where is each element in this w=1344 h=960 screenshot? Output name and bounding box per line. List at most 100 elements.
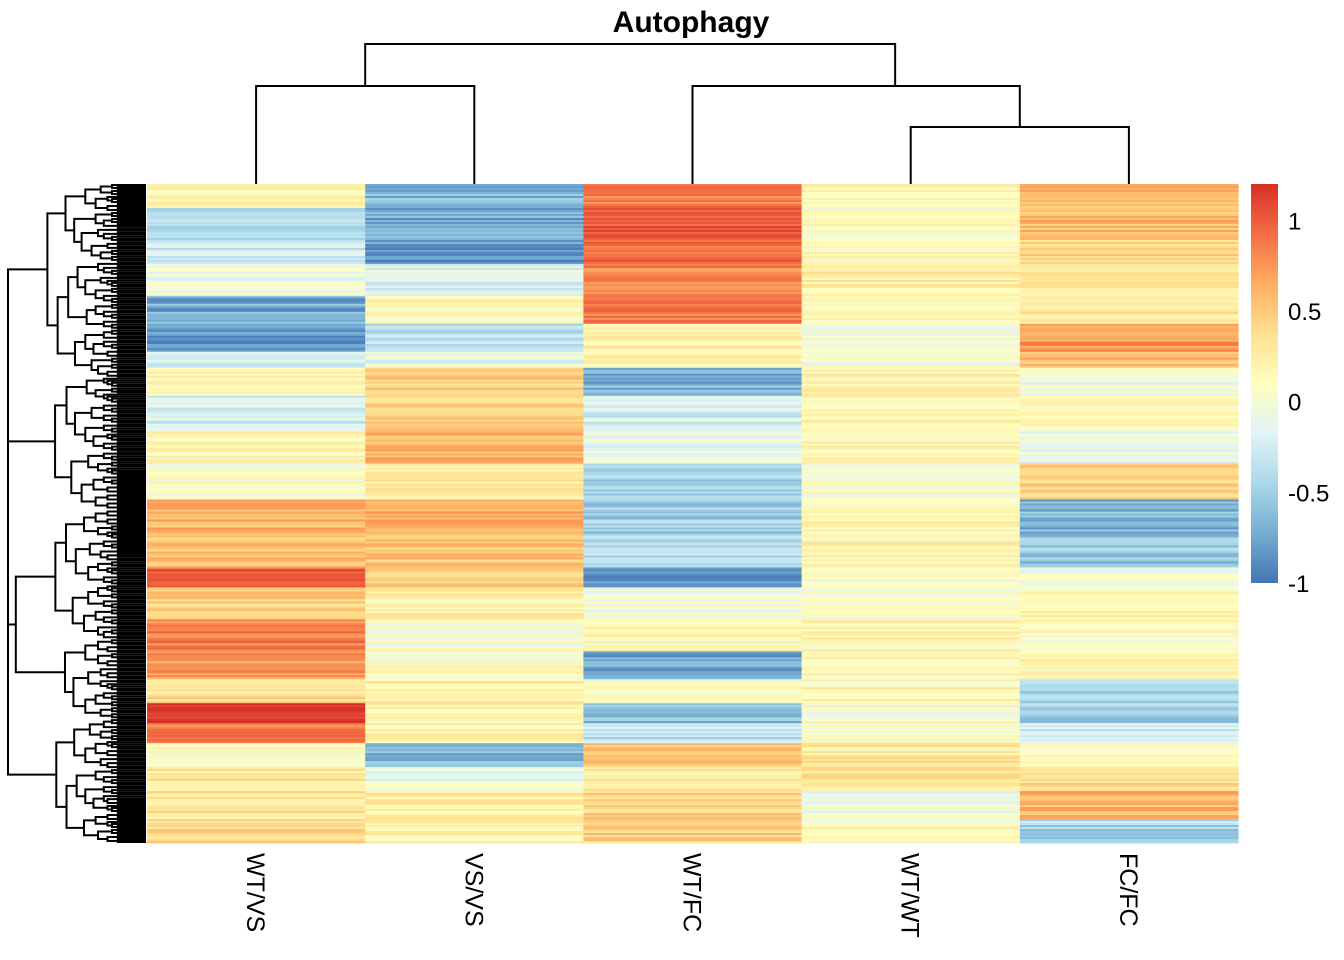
dendrogram-branch — [106, 660, 118, 667]
heatmap-cell — [801, 253, 1021, 257]
dendrogram-branch — [102, 600, 118, 607]
heatmap-cell — [801, 647, 1021, 650]
heatmap-cell — [583, 275, 803, 279]
heatmap-cell — [583, 451, 803, 454]
heatmap-cell — [1019, 385, 1239, 389]
dendrogram-branch — [116, 403, 146, 408]
heatmap-cell — [1019, 239, 1239, 243]
heatmap-cell — [1019, 723, 1239, 726]
dendrogram-branch — [116, 353, 146, 358]
heatmap-cell — [147, 259, 366, 263]
heatmap-cell — [147, 311, 366, 315]
heatmap-cell — [583, 335, 803, 339]
heatmap-cell — [583, 491, 803, 494]
heatmap-cell — [365, 215, 584, 219]
colorbar-gradient — [1251, 184, 1278, 583]
heatmap-cell — [365, 365, 584, 369]
dendrogram-branch — [84, 747, 101, 764]
heatmap-cell — [1019, 387, 1239, 391]
dendrogram-branch — [116, 703, 146, 708]
dendrogram-branch — [116, 659, 146, 664]
heatmap-cell — [365, 429, 584, 433]
heatmap-cell — [365, 733, 584, 736]
heatmap-cell — [147, 675, 366, 678]
heatmap-cell — [147, 457, 366, 460]
heatmap-cell — [1019, 625, 1239, 628]
heatmap-cell — [365, 537, 584, 540]
heatmap-cell — [147, 431, 366, 435]
heatmap-cell — [801, 835, 1021, 838]
heatmap-cell — [583, 345, 803, 349]
dendrogram-branch — [116, 831, 146, 836]
heatmap-cell — [365, 189, 584, 193]
heatmap-cell — [1019, 815, 1239, 818]
heatmap-cell — [147, 261, 366, 265]
heatmap-cell — [147, 491, 366, 494]
dendrogram-branch — [76, 265, 98, 289]
heatmap-cell — [1019, 285, 1239, 289]
heatmap-cell — [1019, 579, 1239, 582]
dendrogram-branch — [116, 457, 146, 462]
heatmap-cell — [583, 495, 803, 498]
heatmap-cell — [801, 525, 1021, 528]
heatmap-cell — [147, 411, 366, 415]
heatmap-cell — [1019, 339, 1239, 343]
heatmap-cell — [365, 755, 584, 758]
heatmap-cell — [801, 543, 1021, 546]
heatmap-cell — [801, 819, 1021, 822]
heatmap-cell — [1019, 249, 1239, 253]
heatmap-cell — [801, 299, 1021, 303]
dendrogram-branch — [116, 463, 146, 468]
heatmap-cell — [801, 301, 1021, 305]
heatmap-cell — [583, 541, 803, 544]
heatmap-cell — [147, 521, 366, 524]
heatmap-cell — [365, 639, 584, 642]
heatmap-cell — [365, 427, 584, 431]
heatmap-cell — [147, 509, 366, 512]
heatmap-cell — [583, 769, 803, 772]
heatmap-cell — [583, 329, 803, 333]
heatmap-cell — [801, 241, 1021, 245]
heatmap-cell — [147, 677, 366, 680]
heatmap-cell — [1019, 203, 1239, 207]
dendrogram-branch — [116, 437, 146, 442]
heatmap-cell — [365, 393, 584, 397]
heatmap-cell — [147, 759, 366, 762]
heatmap-cell — [365, 611, 584, 614]
heatmap-cell — [1019, 631, 1239, 634]
heatmap-cell — [147, 565, 366, 568]
heatmap-cell — [365, 485, 584, 488]
heatmap-cell — [147, 665, 366, 668]
heatmap-cell — [801, 411, 1021, 415]
heatmap-cell — [365, 557, 584, 560]
heatmap-cell — [1019, 597, 1239, 600]
heatmap-cell — [801, 221, 1021, 225]
heatmap-cell — [365, 829, 584, 832]
heatmap-cell — [583, 805, 803, 808]
heatmap-cell — [365, 281, 584, 285]
heatmap-cell — [365, 583, 584, 586]
heatmap-cell — [801, 409, 1021, 413]
heatmap-cell — [583, 503, 803, 506]
heatmap-cell — [583, 575, 803, 578]
dendrogram-branch — [65, 385, 87, 425]
dendrogram-branch — [54, 541, 73, 612]
dendrogram-branch — [116, 305, 146, 310]
heatmap-cell — [147, 817, 366, 820]
heatmap-cell — [1019, 471, 1239, 474]
heatmap-cell — [147, 287, 366, 291]
heatmap-cell — [583, 819, 803, 822]
heatmap-cell — [583, 499, 803, 502]
heatmap-cell — [147, 355, 366, 359]
column-label: VS/VS — [459, 853, 487, 927]
heatmap-cell — [583, 233, 803, 237]
heatmap-cell — [147, 601, 366, 604]
heatmap-cell — [365, 619, 584, 622]
heatmap-cell — [801, 745, 1021, 748]
heatmap-cell — [1019, 779, 1239, 782]
heatmap-cell — [147, 643, 366, 646]
heatmap-cell — [1019, 237, 1239, 241]
heatmap-cell — [1019, 419, 1239, 423]
dendrogram-branch — [116, 757, 146, 762]
dendrogram-branch — [84, 788, 104, 805]
